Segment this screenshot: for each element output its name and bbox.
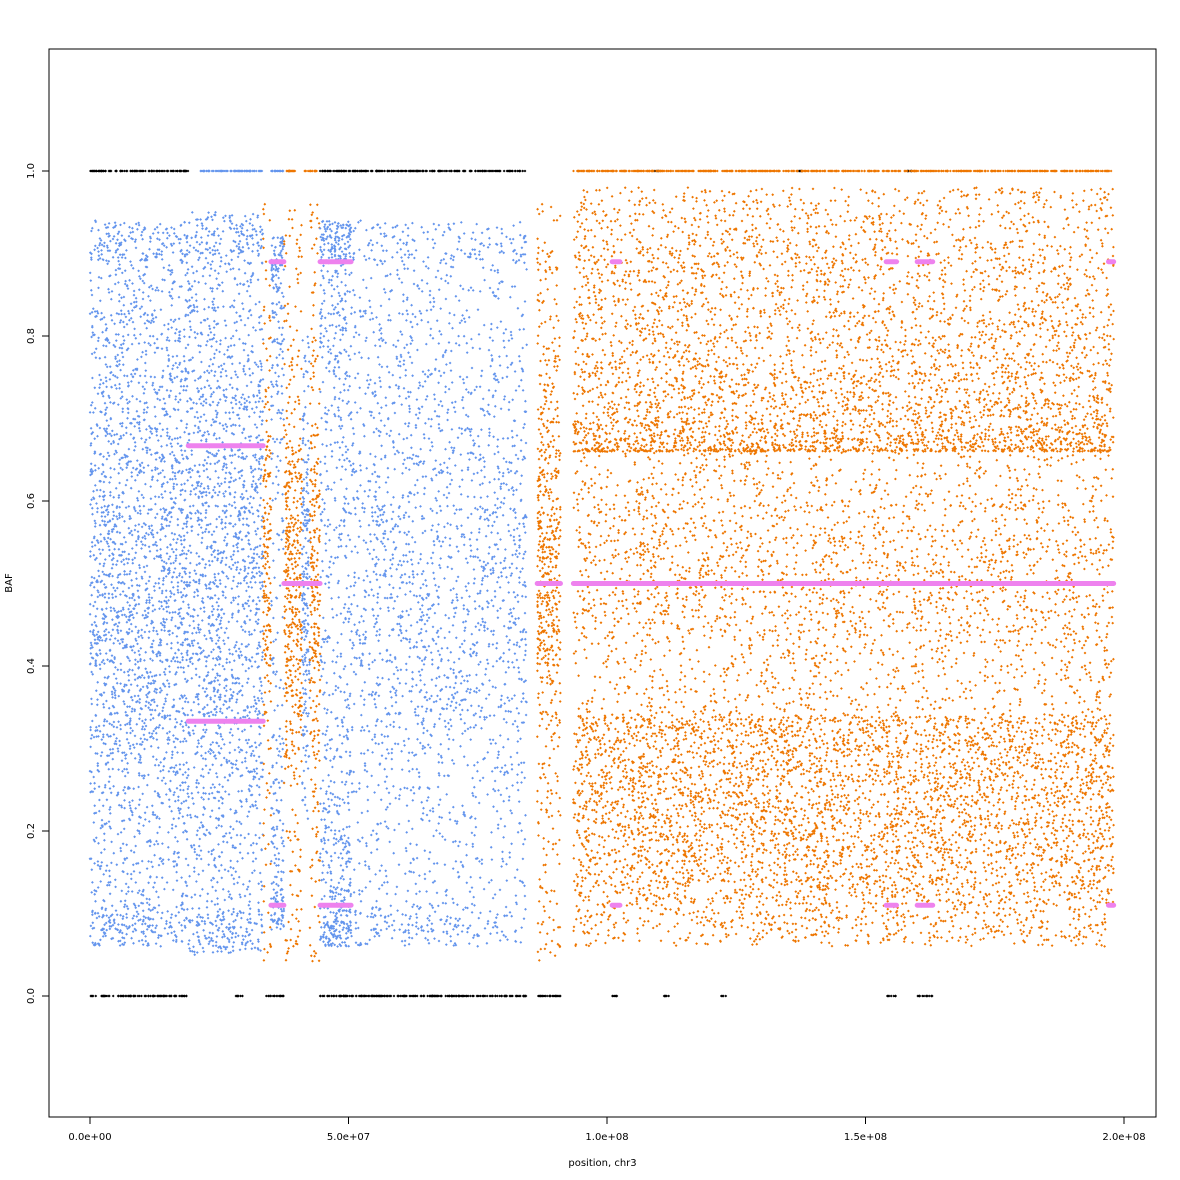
segment-points <box>261 202 273 962</box>
x-tick-label: 1.0e+08 <box>585 1132 628 1143</box>
snp-marks <box>261 202 273 962</box>
homozygous-calls <box>199 169 285 173</box>
snp-marks <box>300 335 311 821</box>
x-tick-label: 1.5e+08 <box>844 1132 887 1143</box>
segment-means <box>185 259 1117 908</box>
homozygous-calls <box>89 994 934 998</box>
snp-marks <box>269 235 286 931</box>
homozygous-marks <box>199 169 285 173</box>
y-tick-label: 0.6 <box>26 493 37 509</box>
segment-points <box>300 335 311 821</box>
y-tick-label: 1.0 <box>26 163 37 179</box>
x-axis: 0.0e+00 5.0e+07 1.0e+08 1.5e+08 2.0e+08 <box>68 1116 1146 1143</box>
segment-points <box>572 186 1116 948</box>
homozygous-marks <box>89 994 934 998</box>
x-axis-title: position, chr3 <box>568 1158 636 1169</box>
homozygous-calls <box>285 169 1113 173</box>
y-axis-title: BAF <box>4 573 15 593</box>
y-tick-label: 0.4 <box>26 658 37 674</box>
segment-points <box>318 219 353 948</box>
snp-marks <box>318 219 353 948</box>
snp-marks <box>88 219 190 948</box>
homozygous-calls <box>89 169 914 173</box>
y-tick-label: 0.2 <box>26 823 37 839</box>
homozygous-marks <box>285 169 1113 173</box>
x-tick-label: 5.0e+07 <box>327 1132 370 1143</box>
segment-points <box>269 235 286 931</box>
homozygous-marks <box>89 169 914 173</box>
snp-marks-sparse <box>572 186 1116 948</box>
y-tick-label: 0.8 <box>26 328 37 344</box>
segment-points <box>88 219 190 948</box>
y-axis: 0.0 0.2 0.4 0.6 0.8 1.0 <box>26 163 50 1004</box>
x-tick-label: 2.0e+08 <box>1102 1132 1145 1143</box>
x-tick-label: 0.0e+00 <box>68 1132 111 1143</box>
y-tick-label: 0.0 <box>26 988 37 1004</box>
